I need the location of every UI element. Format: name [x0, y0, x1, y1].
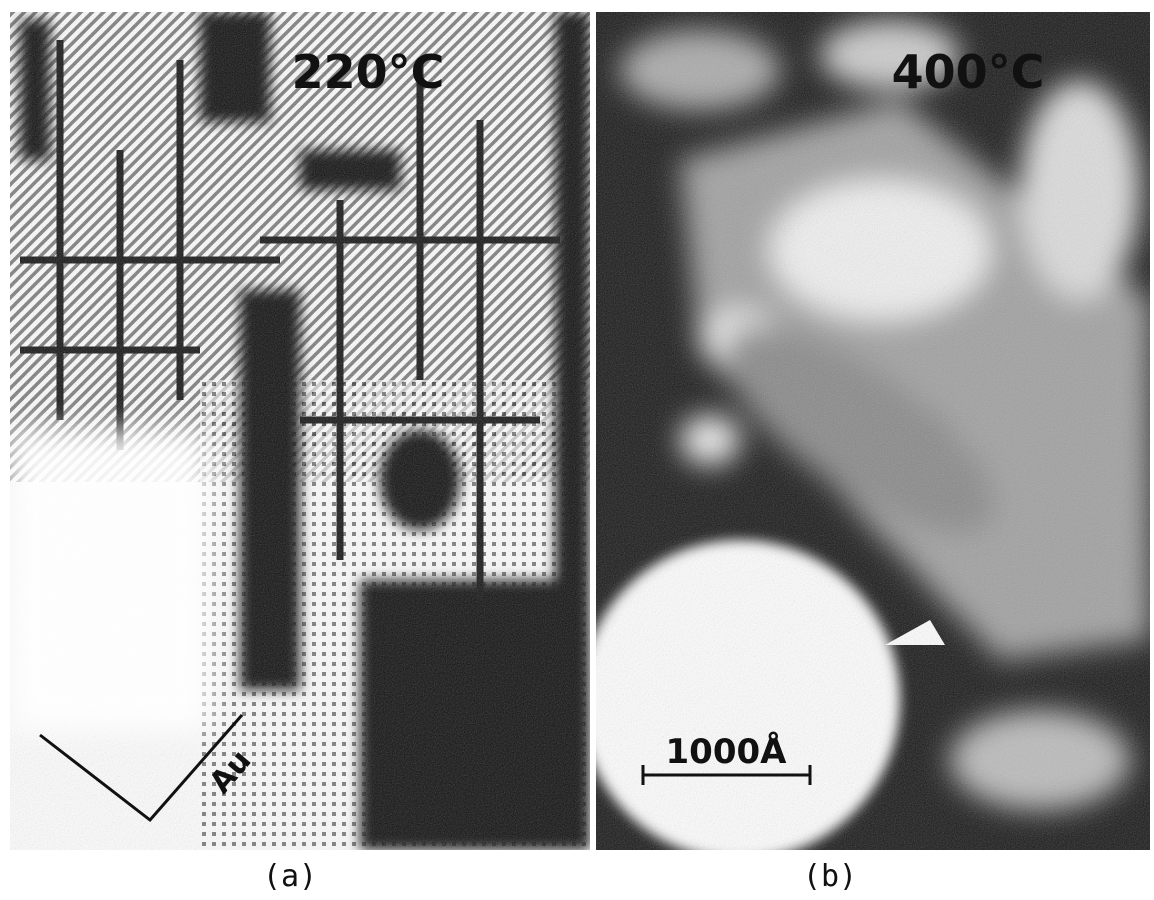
- caption-b: (b): [803, 859, 857, 894]
- figure: 220°C 400°C Au 1000Å (a) (b): [0, 0, 1154, 896]
- temperature-label-b: 400°C: [892, 45, 1045, 99]
- scale-bar-label: 1000Å: [666, 731, 788, 772]
- temperature-label-a: 220°C: [292, 45, 445, 99]
- caption-a: (a): [263, 859, 317, 894]
- micrograph-a: [10, 12, 590, 850]
